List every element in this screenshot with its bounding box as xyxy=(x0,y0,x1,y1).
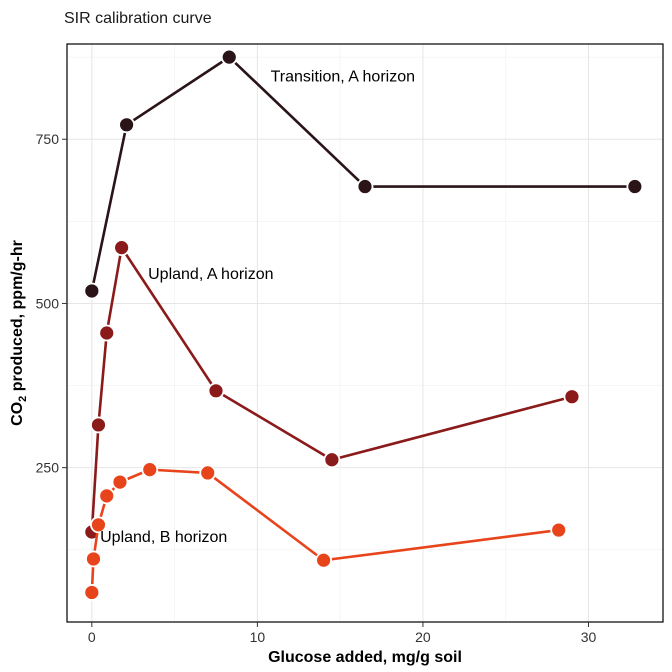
y-axis-ticks: 250 500 750 xyxy=(36,131,67,476)
series-label: Upland, A horizon xyxy=(148,266,273,283)
data-point xyxy=(220,48,238,66)
data-point xyxy=(207,382,225,400)
data-point xyxy=(90,416,107,434)
x-tick-label: 10 xyxy=(250,629,266,645)
data-point xyxy=(315,551,333,569)
y-tick-label: 250 xyxy=(36,460,60,476)
data-point xyxy=(113,239,131,257)
series-line xyxy=(90,246,573,533)
x-tick-label: 30 xyxy=(581,629,597,645)
series-labels: Transition, A horizon Upland, A horizon Up… xyxy=(100,68,415,545)
data-point xyxy=(118,116,135,134)
data-point xyxy=(563,388,581,406)
y-tick-label: 750 xyxy=(36,131,60,147)
data-point xyxy=(85,550,102,568)
data-point xyxy=(199,464,217,482)
grid-lines xyxy=(67,44,663,622)
series-label: Transition, A horizon xyxy=(271,68,415,85)
x-tick-label: 0 xyxy=(88,629,96,645)
series-layer xyxy=(83,48,644,601)
data-point xyxy=(83,584,101,601)
data-point xyxy=(98,324,116,342)
plot-border xyxy=(66,43,664,623)
series-line xyxy=(90,55,635,292)
data-point xyxy=(626,178,644,195)
data-point xyxy=(323,451,341,469)
data-point xyxy=(141,461,159,479)
series-label: Upland, B horizon xyxy=(100,529,227,546)
y-axis-title: CO2 produced, ppm/g-hr xyxy=(9,240,29,426)
series-1 xyxy=(83,48,644,300)
data-point xyxy=(111,473,129,491)
series-2 xyxy=(83,239,581,541)
chart-title: SIR calibration curve xyxy=(64,10,212,27)
x-axis-ticks: 0 10 20 30 xyxy=(88,622,597,645)
x-axis-title: Glucose added, mg/g soil xyxy=(268,649,462,666)
data-point xyxy=(356,178,374,195)
x-tick-label: 20 xyxy=(415,629,431,645)
data-point xyxy=(83,282,101,300)
y-tick-label: 500 xyxy=(36,295,60,311)
data-point xyxy=(90,516,107,534)
data-point xyxy=(98,487,116,505)
data-point xyxy=(550,521,568,539)
series-3 xyxy=(83,461,568,601)
